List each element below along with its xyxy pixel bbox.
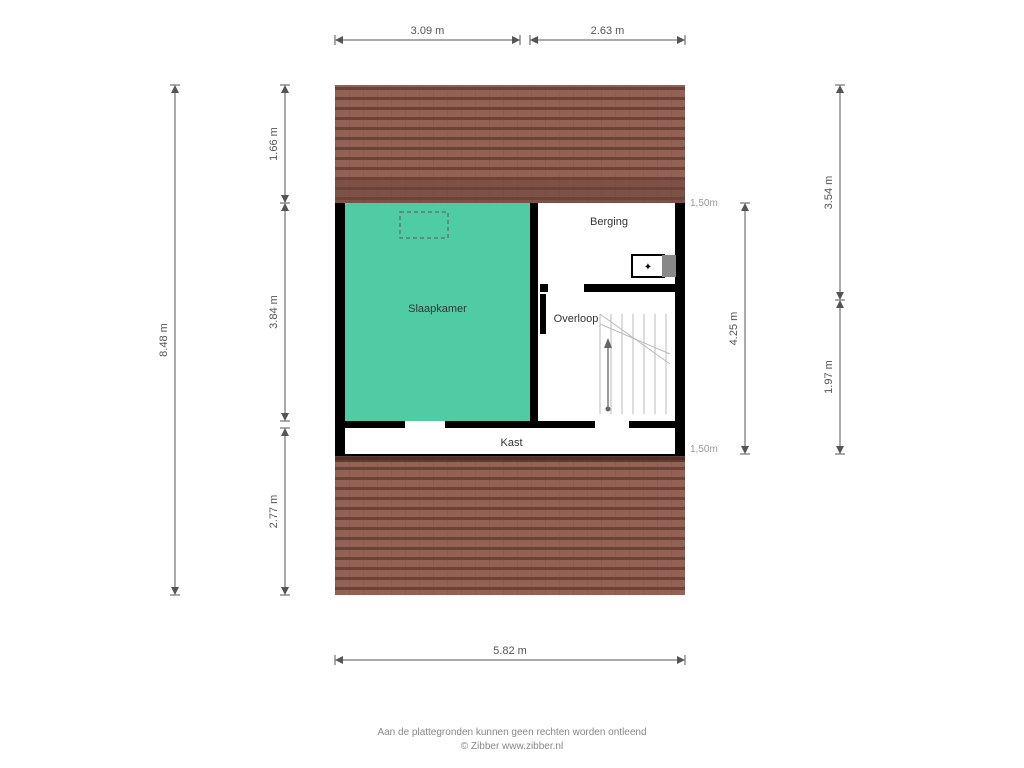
floorplan-stage: ✦ Slaapkamer Berging Overloop Kast 3.09 m 2.63… [0, 0, 1024, 768]
svg-text:1,50m: 1,50m [690, 444, 718, 455]
footer-disclaimer: Aan de plattegronden kunnen geen rechten… [0, 726, 1024, 740]
svg-text:Slaapkamer: Slaapkamer [408, 303, 467, 315]
svg-text:✦: ✦ [644, 262, 652, 273]
svg-text:1,50m: 1,50m [690, 198, 718, 209]
svg-text:4.25 m: 4.25 m [728, 312, 740, 346]
footer-copyright: © Zibber www.zibber.nl [0, 740, 1024, 754]
svg-text:2.63 m: 2.63 m [591, 25, 625, 37]
floorplan-svg: ✦ Slaapkamer Berging Overloop Kast 3.09 m 2.63… [0, 0, 1024, 768]
svg-text:8.48 m: 8.48 m [158, 323, 170, 357]
svg-text:3.09 m: 3.09 m [411, 25, 445, 37]
svg-text:2.77 m: 2.77 m [268, 495, 280, 529]
svg-text:Overloop: Overloop [554, 313, 599, 325]
svg-text:Kast: Kast [500, 437, 522, 449]
footer: Aan de plattegronden kunnen geen rechten… [0, 726, 1024, 754]
svg-text:3.84 m: 3.84 m [268, 295, 280, 329]
svg-text:5.82 m: 5.82 m [493, 645, 527, 657]
svg-text:1.66 m: 1.66 m [268, 127, 280, 161]
svg-text:3.54 m: 3.54 m [823, 176, 835, 210]
svg-text:1.97 m: 1.97 m [823, 360, 835, 394]
svg-text:Berging: Berging [590, 216, 628, 228]
